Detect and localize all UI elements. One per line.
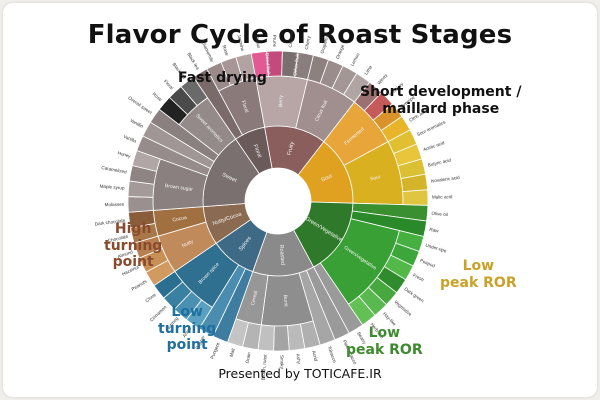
label-grapefruit: Grapefruit (320, 32, 331, 54)
label-sour: Sour (320, 173, 333, 183)
label-tobacco: Tobacco (327, 345, 338, 363)
callout-fast-drying: Fast drying (178, 70, 267, 86)
label-brown-sugar: Brown sugar (165, 183, 194, 193)
label-chocolate: Chocolate (107, 234, 129, 244)
label-acrid: Acrid (311, 350, 318, 362)
label-brown-roast: Brown, roast (261, 354, 268, 381)
label-floral: Floral (252, 144, 263, 159)
label-lemon: Lemon (349, 52, 360, 67)
label-rose: Rose (152, 91, 164, 102)
sunburst-arcs (127, 50, 429, 352)
label-prune: Prune (272, 35, 277, 48)
chart-footer: Presented by TOTICAFE.IR (218, 366, 382, 381)
label-fruity: Fruity (287, 141, 296, 156)
label-maple-syrup: Maple syrup (99, 184, 125, 191)
segment-molasses (127, 196, 154, 213)
callout-short-development: Short development / maillard phase (360, 84, 522, 117)
label-vegetative: Vegetative (393, 299, 413, 317)
label-burnt: Burnt (282, 295, 289, 308)
callout-low-peak-ror-green: Low peak ROR (346, 325, 423, 358)
label-chamomile: Chamomile (200, 40, 215, 64)
label-almond: Almond (117, 249, 134, 259)
label-acetic-acid: Acetic acid (422, 140, 445, 152)
label-other-fruit: Other fruit (292, 53, 301, 76)
label-smoky: Smoky (279, 355, 284, 370)
label-dark-green: Dark green (403, 286, 425, 303)
label-ashy: Ashy (295, 353, 301, 364)
label-rose: Rose (221, 45, 229, 57)
label-malic-acid: Malic acid (432, 194, 453, 199)
label-floral: Floral (240, 100, 250, 114)
label-black-tea: Black tea (186, 52, 200, 71)
label-isovaleric-acid: Isovaleric acid (430, 175, 460, 184)
label-molasses: Molasses (105, 202, 125, 207)
label-beany: Beany (356, 331, 367, 345)
label-raw: Raw (429, 227, 440, 234)
label-lime: Lime (363, 64, 373, 75)
segment-smoky (273, 325, 290, 352)
label-vanilla: Vanilla (123, 134, 138, 144)
segment-malic-acid (402, 189, 429, 206)
label-honey: Honey (117, 150, 132, 159)
label-butyric-acid: Butyric acid (427, 157, 452, 167)
chart-title: Flavor Cycle of Roast Stages (87, 20, 513, 50)
center-hole (246, 169, 310, 233)
label-olive-oil: Olive oil (431, 211, 448, 217)
segment-jasmine (235, 52, 257, 82)
label-sour: Sour (370, 174, 382, 182)
label-clove: Clove (144, 292, 157, 303)
label-jasmine: Jasmine (236, 34, 245, 52)
label-dried-fruit: Dried fruit (264, 53, 272, 76)
label-cereal: Cereal (250, 290, 259, 306)
label-pungent: Pungent (209, 341, 220, 359)
label-grain: Grain (245, 351, 252, 363)
label-roasted: Roasted (278, 244, 286, 265)
label-cherry: Cherry (304, 35, 312, 50)
label-nutty: Nutty (181, 239, 195, 250)
label-raisin: Raisin (255, 35, 262, 49)
label-anise: Anise (182, 326, 193, 339)
label-berry: Berry (278, 94, 284, 107)
label-pepper: Pepper (195, 334, 207, 350)
label-floral: Floral (163, 79, 175, 91)
label-orange: Orange (335, 43, 346, 59)
label-fresh: Fresh (412, 272, 425, 282)
callout-low-turning-point: Low turning point (158, 304, 217, 354)
label-cocoa: Cocoa (172, 215, 188, 224)
callout-low-peak-ror-yellow: Low peak ROR (440, 258, 517, 291)
label-coconut: Coconut (288, 30, 294, 48)
label-sour-aromatics: Sour aromatics (416, 119, 447, 137)
label-overall-sweet: Overall sweet (127, 95, 153, 115)
label-malt: Malt (229, 347, 236, 357)
label-vanillin: Vanillin (129, 118, 144, 130)
label-under-ripe: Under-ripe (425, 243, 448, 254)
label-peapod: Peapod (419, 258, 436, 269)
label-caramelized: Caramelized (101, 165, 128, 175)
label-dark-chocolate: Dark chocolate (95, 218, 126, 227)
label-peanuts: Peanuts (131, 278, 149, 291)
callout-high-turning-point: High turning point (104, 221, 163, 271)
